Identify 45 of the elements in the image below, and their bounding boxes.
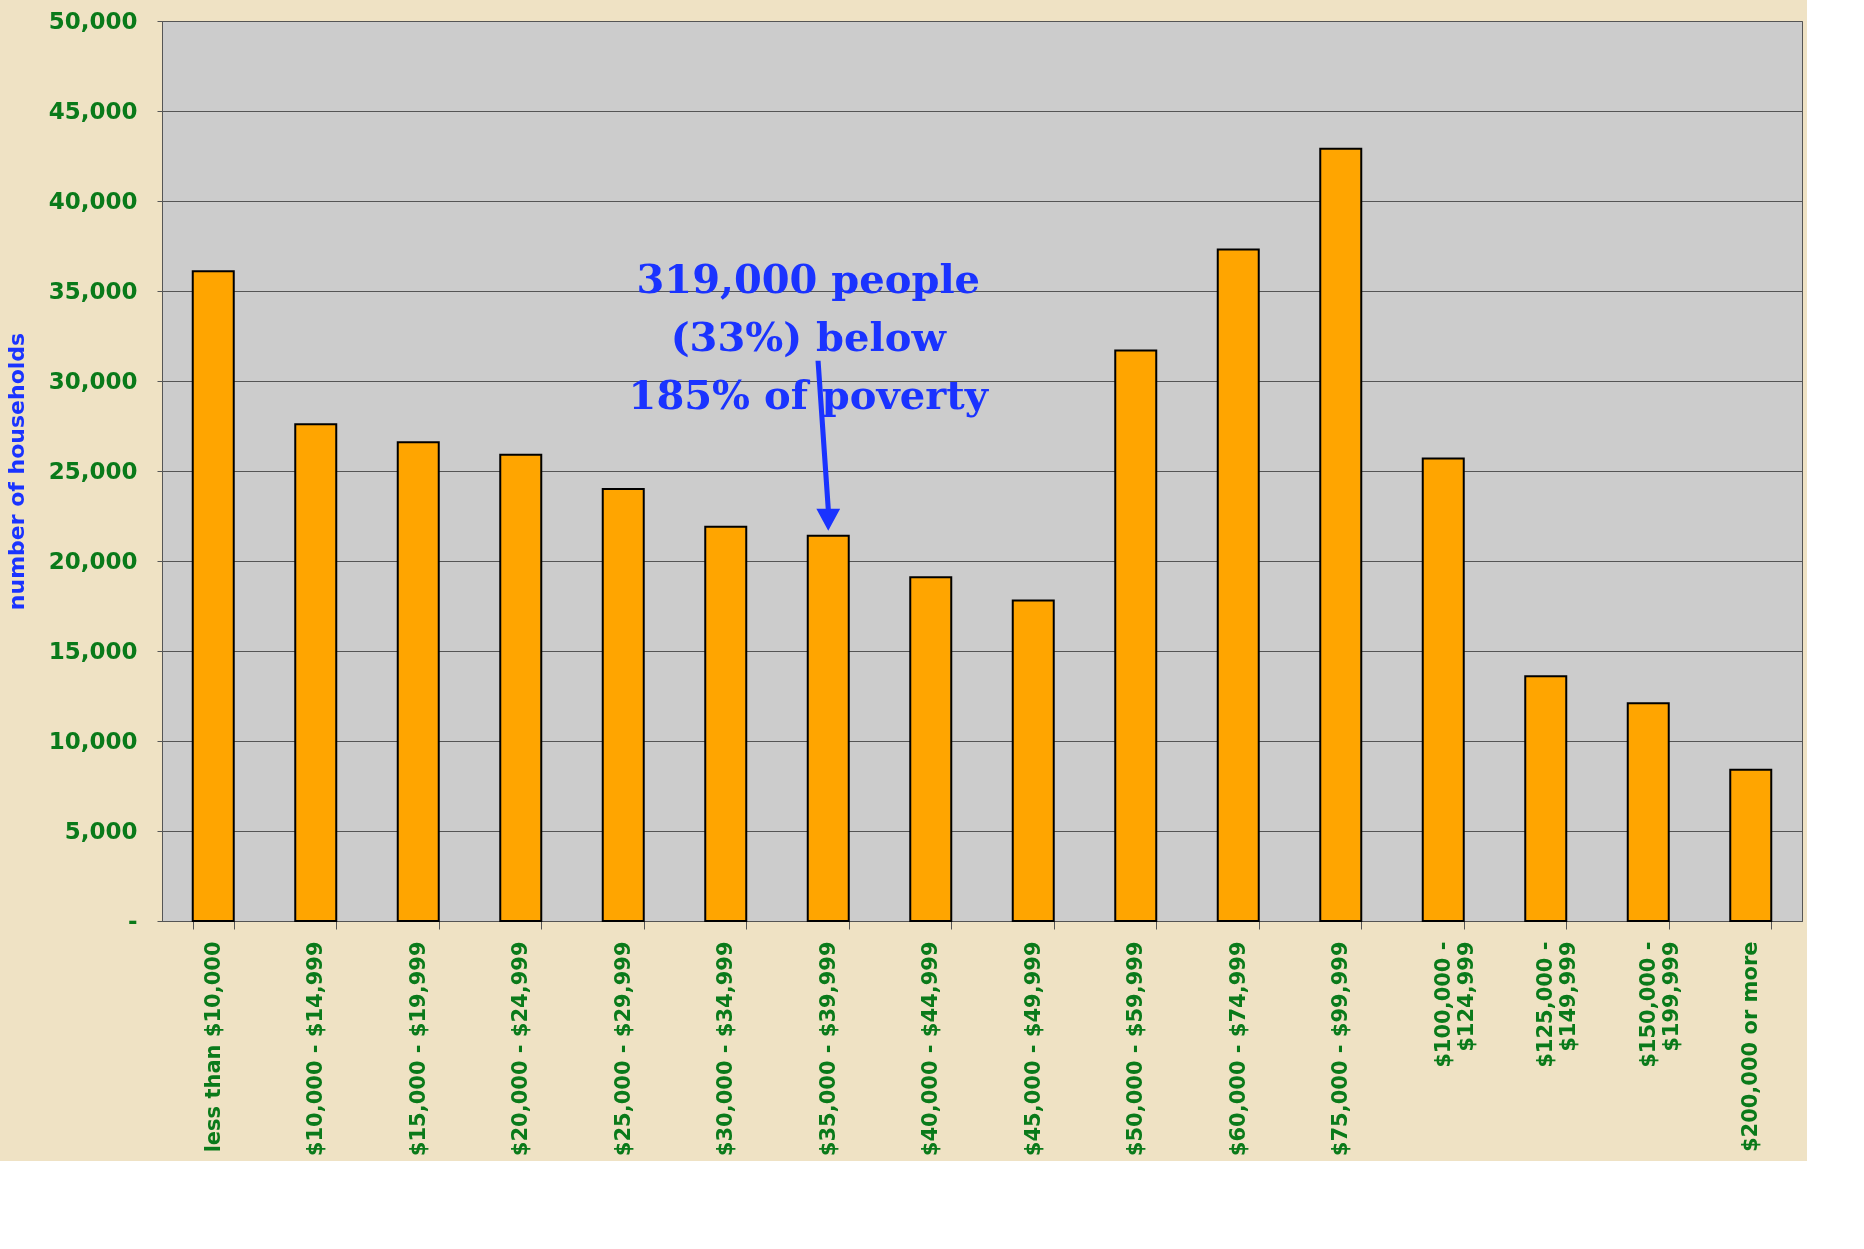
bar xyxy=(499,453,543,922)
y-tick-label: 15,000 xyxy=(48,637,138,664)
bar xyxy=(1319,147,1363,922)
x-tick-label: $30,000 - $34,999 xyxy=(713,941,738,1157)
x-tick-label: $10,000 - $14,999 xyxy=(303,941,328,1157)
y-tick-label: 35,000 xyxy=(48,277,138,304)
y-tick-label: 50,000 xyxy=(48,7,138,34)
x-tick-label: $150,000 - $199,999 xyxy=(1635,941,1683,1068)
x-tick-label: $35,000 - $39,999 xyxy=(815,941,840,1157)
y-axis-title: number of households xyxy=(3,332,29,611)
y-tick-label: 25,000 xyxy=(48,457,138,484)
bar xyxy=(806,534,850,922)
y-tick-label: - xyxy=(127,907,138,934)
y-tick-label: 5,000 xyxy=(64,817,138,844)
x-tick-label: $15,000 - $19,999 xyxy=(405,941,430,1157)
bar xyxy=(1626,702,1670,922)
bar xyxy=(704,525,748,922)
x-tick-label: $75,000 - $99,999 xyxy=(1328,941,1353,1157)
bar xyxy=(1114,349,1158,922)
bar xyxy=(1524,675,1568,922)
x-tick-label: $25,000 - $29,999 xyxy=(610,941,635,1157)
x-tick-label: $50,000 - $59,999 xyxy=(1123,941,1148,1157)
bar xyxy=(294,423,338,922)
bar xyxy=(191,270,235,922)
x-tick-label: less than $10,000 xyxy=(200,941,225,1153)
annotation: 319,000 people (33%) below 185% of poverty xyxy=(628,254,990,418)
bar xyxy=(1421,457,1465,922)
x-tick-label: $45,000 - $49,999 xyxy=(1020,941,1045,1157)
bar xyxy=(1216,248,1260,922)
bar xyxy=(601,488,645,922)
bar xyxy=(396,441,440,922)
y-tick-label: 10,000 xyxy=(48,727,138,754)
bar xyxy=(909,576,953,922)
y-tick-label: 20,000 xyxy=(48,547,138,574)
x-tick-label: $40,000 - $44,999 xyxy=(918,941,943,1157)
y-tick-label: 45,000 xyxy=(48,97,138,124)
bar xyxy=(1011,599,1055,922)
x-tick-label: $200,000 or more xyxy=(1738,941,1763,1153)
y-tick-label: 40,000 xyxy=(48,187,138,214)
x-tick-label: $100,000 - $124,999 xyxy=(1430,941,1478,1068)
x-tick-label: $125,000 - $149,999 xyxy=(1533,941,1581,1068)
x-tick-label: $60,000 - $74,999 xyxy=(1225,941,1250,1157)
y-tick-label: 30,000 xyxy=(48,367,138,394)
bar xyxy=(1729,768,1773,922)
x-tick-label: $20,000 - $24,999 xyxy=(508,941,533,1157)
